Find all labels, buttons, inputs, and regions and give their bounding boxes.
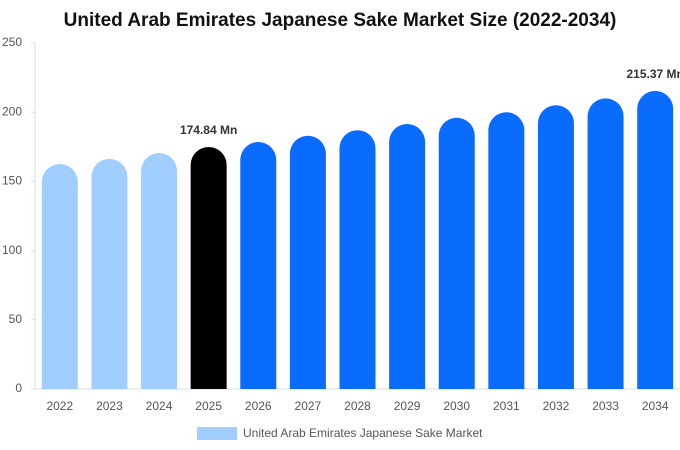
y-tick-label: 150	[2, 174, 22, 188]
x-tick-label: 2033	[592, 399, 619, 413]
bar	[339, 130, 376, 389]
value-label: 174.84 Mn	[180, 123, 237, 137]
x-tick-label: 2026	[245, 399, 272, 413]
x-tick-label: 2028	[344, 399, 371, 413]
x-tick-label: 2022	[46, 399, 73, 413]
x-tick-label: 2032	[543, 399, 570, 413]
x-tick-label: 2034	[642, 399, 669, 413]
bar	[190, 147, 227, 389]
chart-title: United Arab Emirates Japanese Sake Marke…	[64, 10, 617, 31]
bar	[240, 141, 277, 389]
bar	[637, 90, 674, 389]
y-tick-label: 100	[2, 243, 22, 257]
bar	[389, 123, 426, 390]
y-tick-label: 0	[15, 381, 22, 395]
bar	[438, 117, 475, 389]
y-tick-label: 250	[2, 35, 22, 49]
y-tick-label: 200	[2, 104, 22, 118]
x-tick-label: 2029	[394, 399, 421, 413]
x-tick-label: 2031	[493, 399, 520, 413]
x-tick-label: 2024	[146, 399, 173, 413]
legend-label: United Arab Emirates Japanese Sake Marke…	[243, 426, 483, 440]
y-tick-label: 50	[9, 312, 23, 326]
bar	[488, 112, 525, 389]
bar	[537, 105, 574, 389]
bar	[141, 153, 178, 389]
bar	[41, 163, 78, 389]
x-tick-label: 2023	[96, 399, 123, 413]
x-tick-label: 2027	[295, 399, 322, 413]
x-tick-label: 2030	[443, 399, 470, 413]
bar	[91, 158, 128, 389]
value-label: 215.37 Mn	[627, 67, 680, 81]
legend-swatch	[197, 427, 237, 440]
x-tick-label: 2025	[195, 399, 222, 413]
bar	[289, 135, 326, 389]
bar	[587, 98, 624, 390]
